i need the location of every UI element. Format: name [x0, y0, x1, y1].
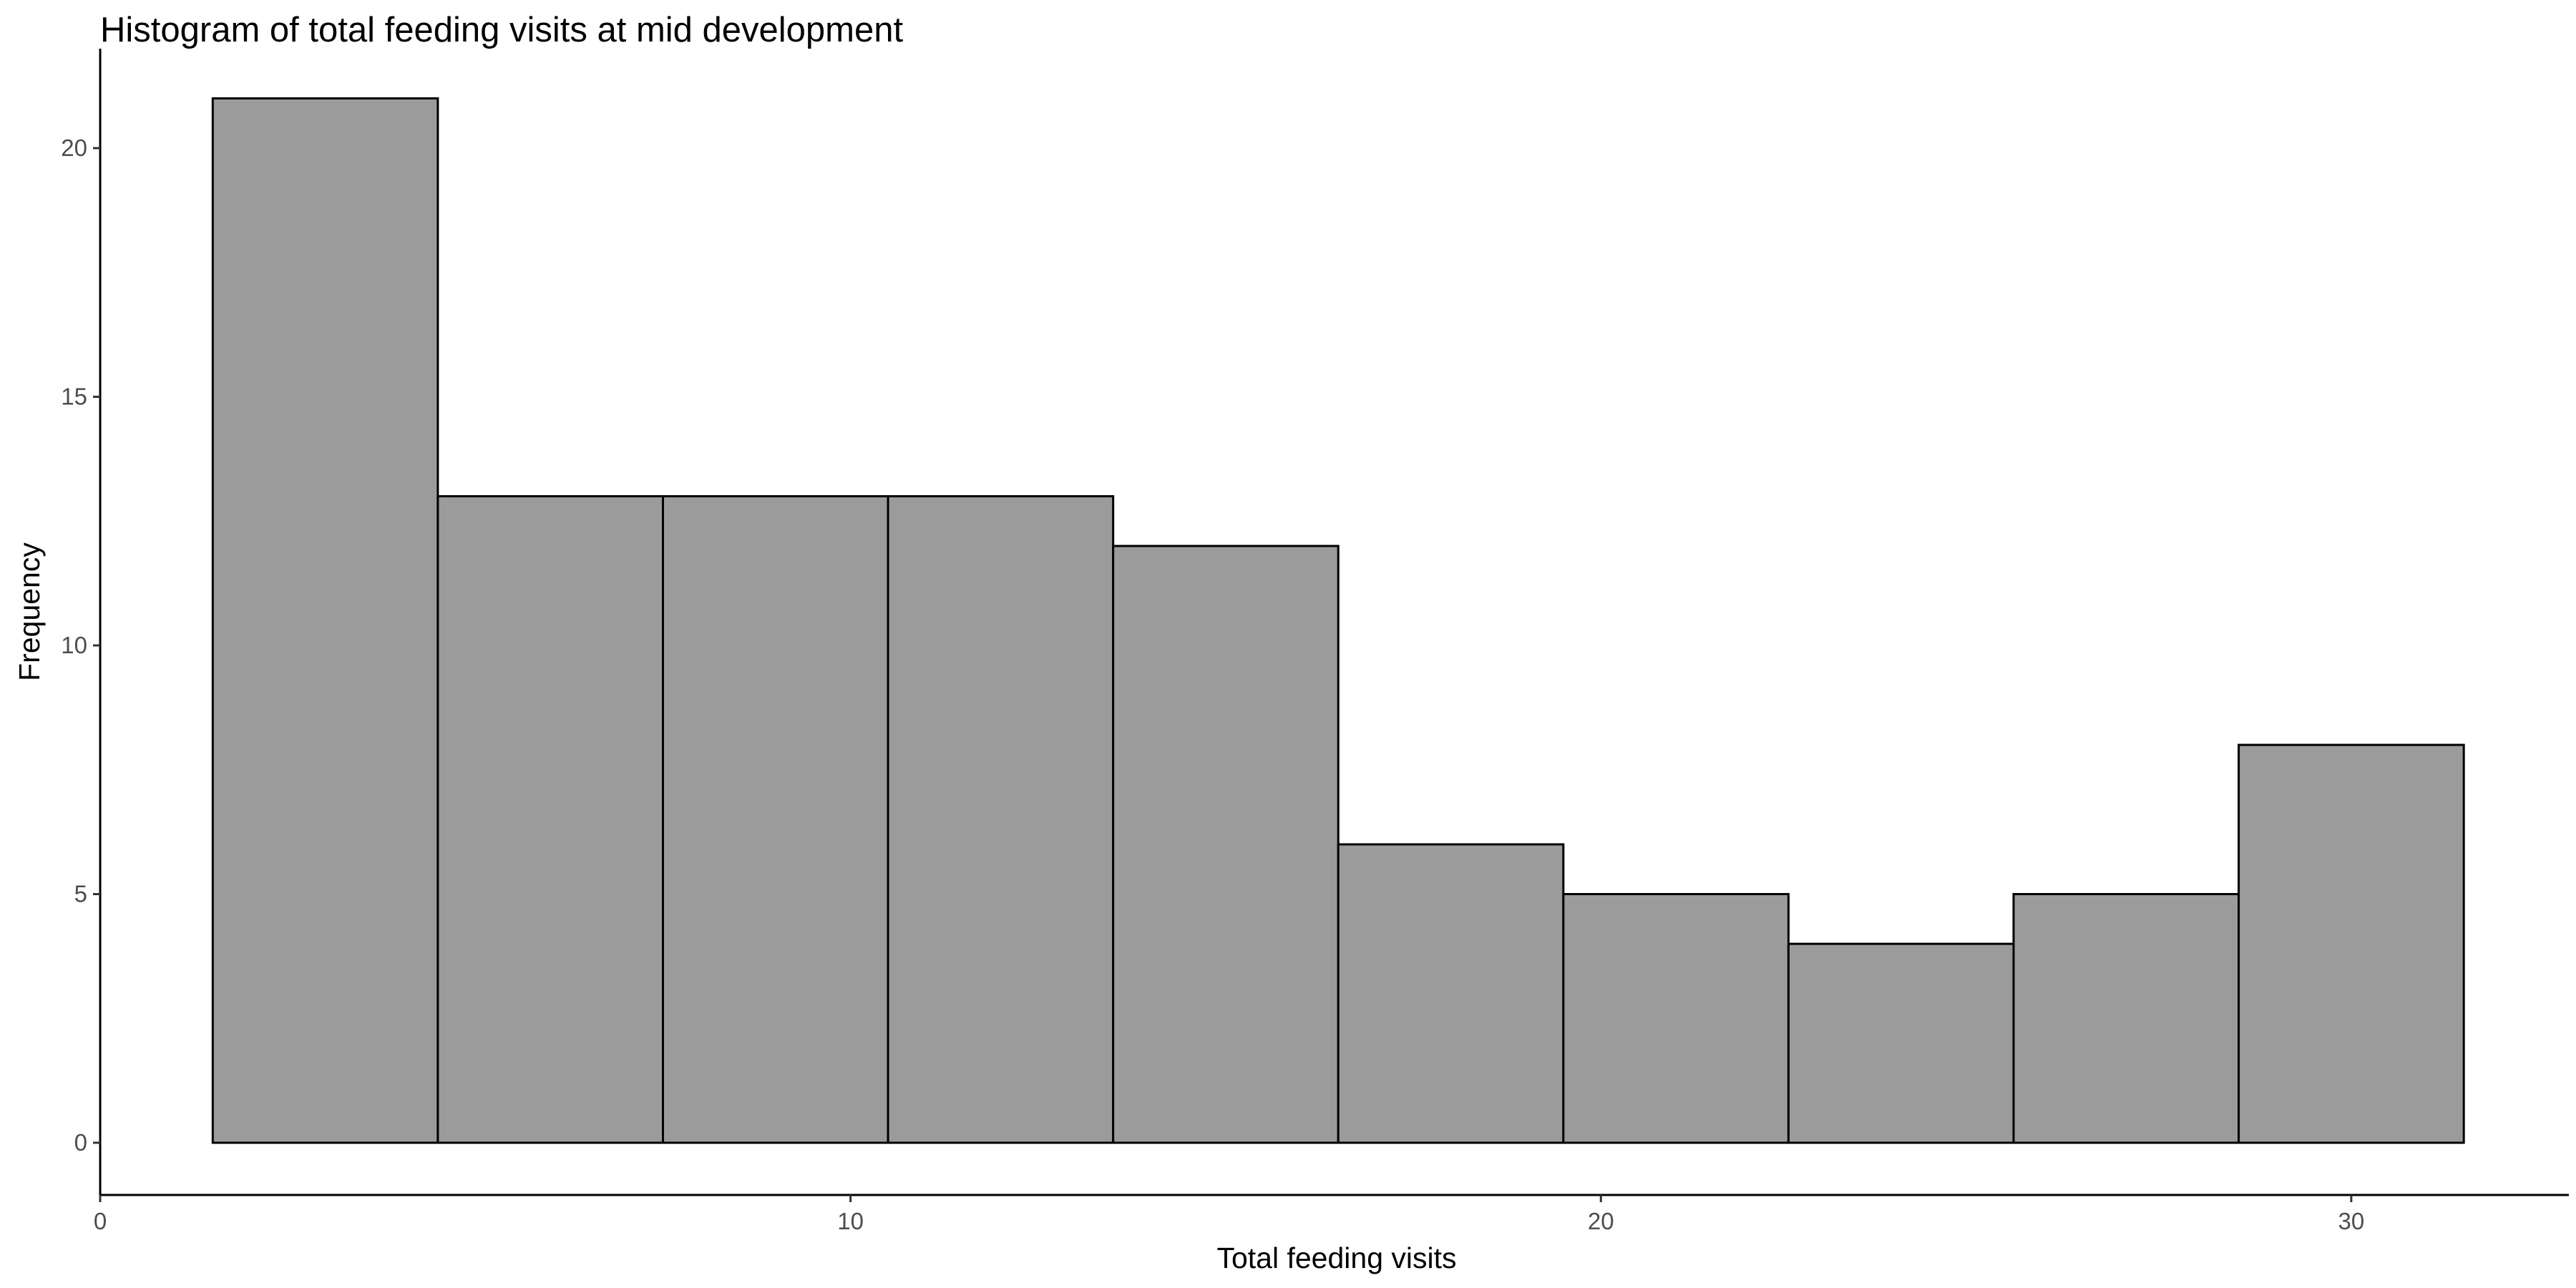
x-tick-label: 10: [837, 1208, 864, 1234]
x-tick-label: 30: [2338, 1208, 2365, 1234]
y-tick-label: 0: [74, 1129, 87, 1156]
histogram-bar-5: [1112, 545, 1340, 1144]
y-axis-ticks: 0 5 10 15 20: [61, 135, 100, 1156]
x-tick-label: 20: [1588, 1208, 1614, 1234]
histogram-bar-7: [1562, 893, 1790, 1144]
chart-title: Histogram of total feeding visits at mid…: [100, 11, 903, 49]
histogram-bar-8: [1787, 942, 2015, 1144]
histogram-bar-1: [211, 97, 439, 1144]
y-tick-label: 15: [61, 384, 87, 410]
y-tick-label: 20: [61, 135, 87, 161]
x-tick-label: 0: [94, 1208, 107, 1234]
histogram-bar-3: [661, 495, 889, 1144]
histogram-bar-10: [2238, 743, 2465, 1144]
histogram-bar-2: [436, 495, 664, 1144]
x-axis-ticks: 0 10 20 30: [94, 1195, 2364, 1234]
bars-group: [211, 97, 2465, 1144]
histogram-bar-6: [1337, 843, 1565, 1144]
x-axis-title: Total feeding visits: [1216, 1241, 1456, 1274]
y-tick-label: 5: [74, 881, 87, 907]
histogram-bar-9: [2012, 893, 2240, 1144]
histogram-bar-4: [887, 495, 1115, 1144]
y-tick-label: 10: [61, 632, 87, 658]
y-axis-title: Frequency: [13, 542, 46, 681]
